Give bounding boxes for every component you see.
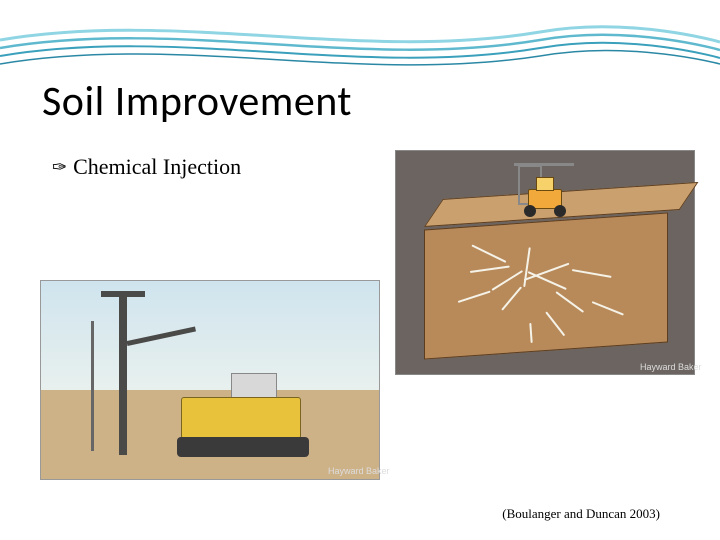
bullet-glyph-icon: ✑ [52, 158, 67, 176]
citation-text: (Boulanger and Duncan 2003) [502, 506, 660, 522]
bullet-item: ✑ Chemical Injection [52, 154, 241, 180]
photo-watermark: Hayward Baker [328, 466, 390, 476]
soil-block [424, 212, 668, 359]
bullet-text: Chemical Injection [73, 154, 241, 180]
slide-title: Soil Improvement [42, 76, 352, 127]
injection-diagram-image [395, 150, 695, 375]
rig-icon [514, 163, 574, 219]
diagram-watermark: Hayward Baker [640, 362, 702, 372]
tractor-icon [181, 397, 301, 439]
rig-photo-image [40, 280, 380, 480]
